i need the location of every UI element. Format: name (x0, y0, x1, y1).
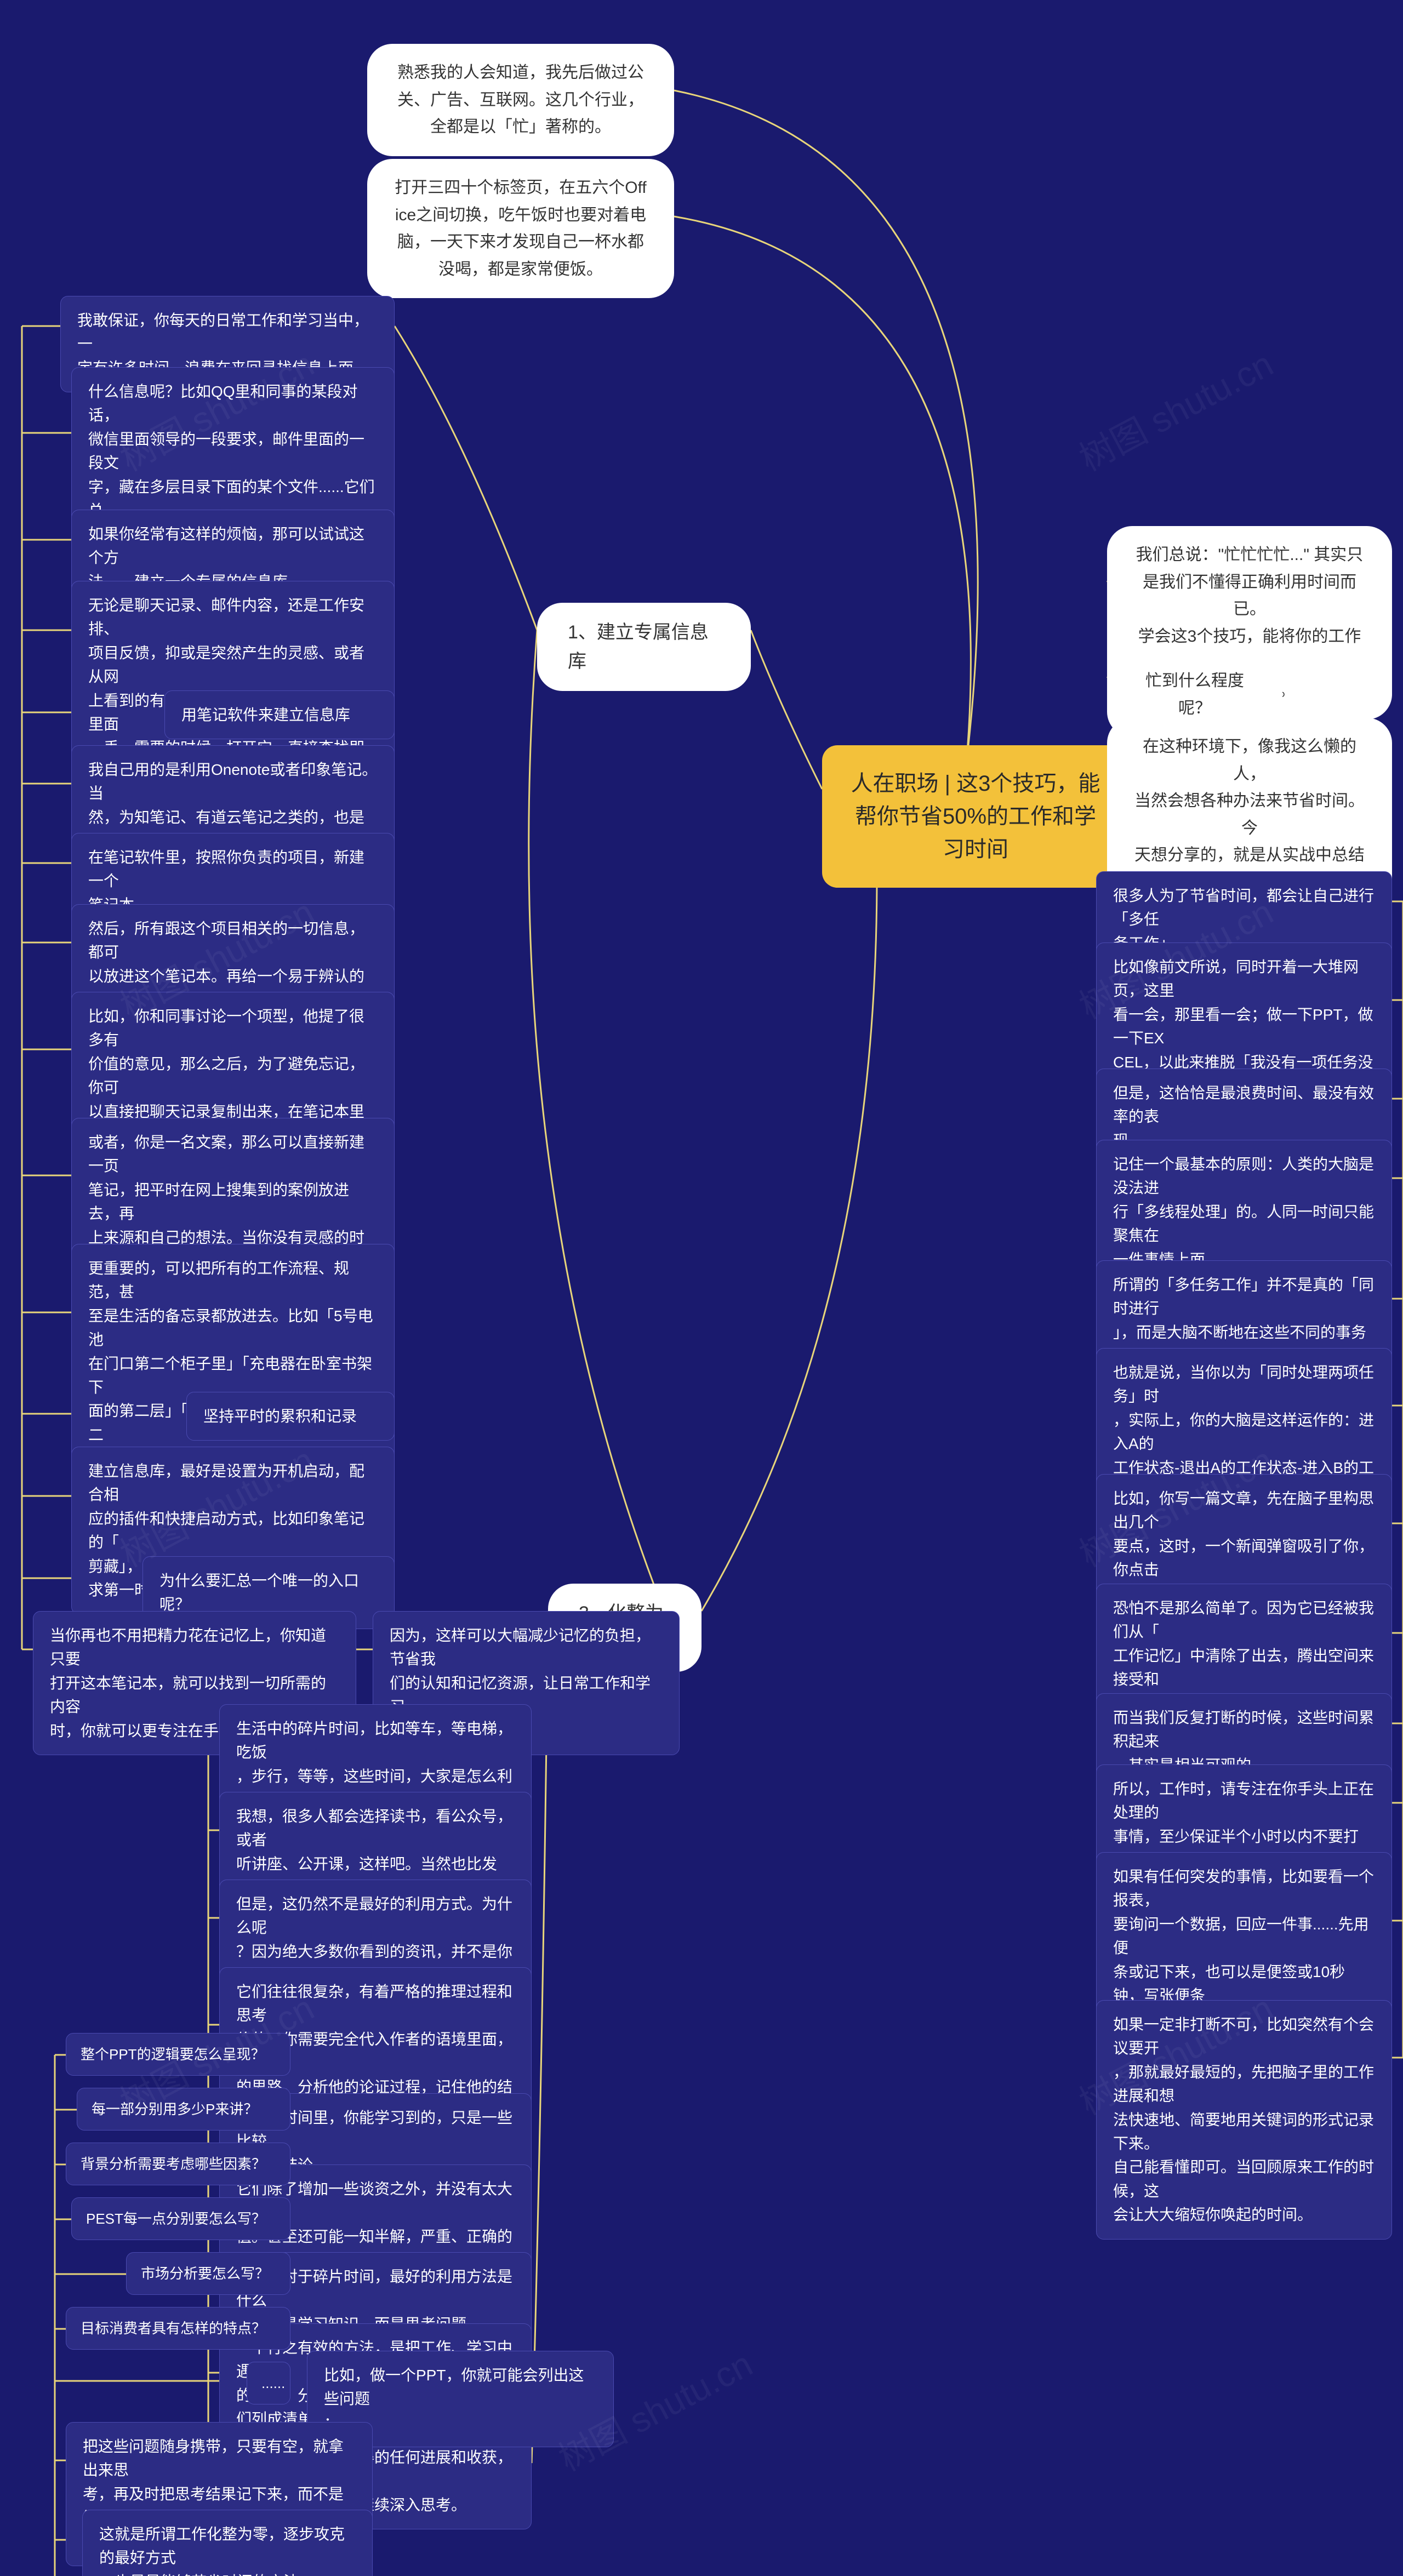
intro-b2: 打开三四十个标签页，在五六个Off ice之间切换，吃午饭时也要对着电 脑，一天… (367, 159, 674, 298)
b2-n2_12: 如果一定非打断不可，比如突然有个会议要开 ，那就最好最短的，先把脑子里的工作进展… (1096, 2000, 1392, 2240)
b3s-s3_5: 市场分析要怎么写？ (126, 2252, 290, 2295)
b3s-s3_2: 每一部分别用多少P来讲？ (77, 2088, 290, 2131)
b1-n1_5: 用笔记软件来建立信息库 (164, 690, 395, 739)
b3s-s3_7: ...... (247, 2362, 290, 2404)
b3s-s3_3: 背景分析需要考虑哪些因素？ (66, 2143, 290, 2185)
b3s-s3_6: 目标消费者具有怎样的特点？ (66, 2307, 290, 2350)
b1-n1_12: 坚持平时的累积和记录 (186, 1392, 395, 1441)
main-m1: 1、建立专属信息库 (537, 603, 751, 691)
b3s-s3_1: 整个PPT的逻辑要怎么呈现？ (66, 2033, 290, 2076)
b3s-s3_4: PEST每一点分别要怎么写？ (71, 2197, 290, 2240)
intro-b1: 熟悉我的人会知道，我先后做过公 关、广告、互联网。这几个行业， 全都是以「忙」著… (367, 44, 674, 156)
center-topic: 人在职场 | 这3个技巧，能 帮你节省50%的工作和学 习时间 (822, 745, 1129, 888)
b3t-t3_2: 这就是所谓工作化整为零，逐步攻克的最好方式 ，也是最能够节省时间的方法。 (82, 2510, 373, 2576)
watermark: 树图 shutu.cn (1069, 336, 1281, 481)
